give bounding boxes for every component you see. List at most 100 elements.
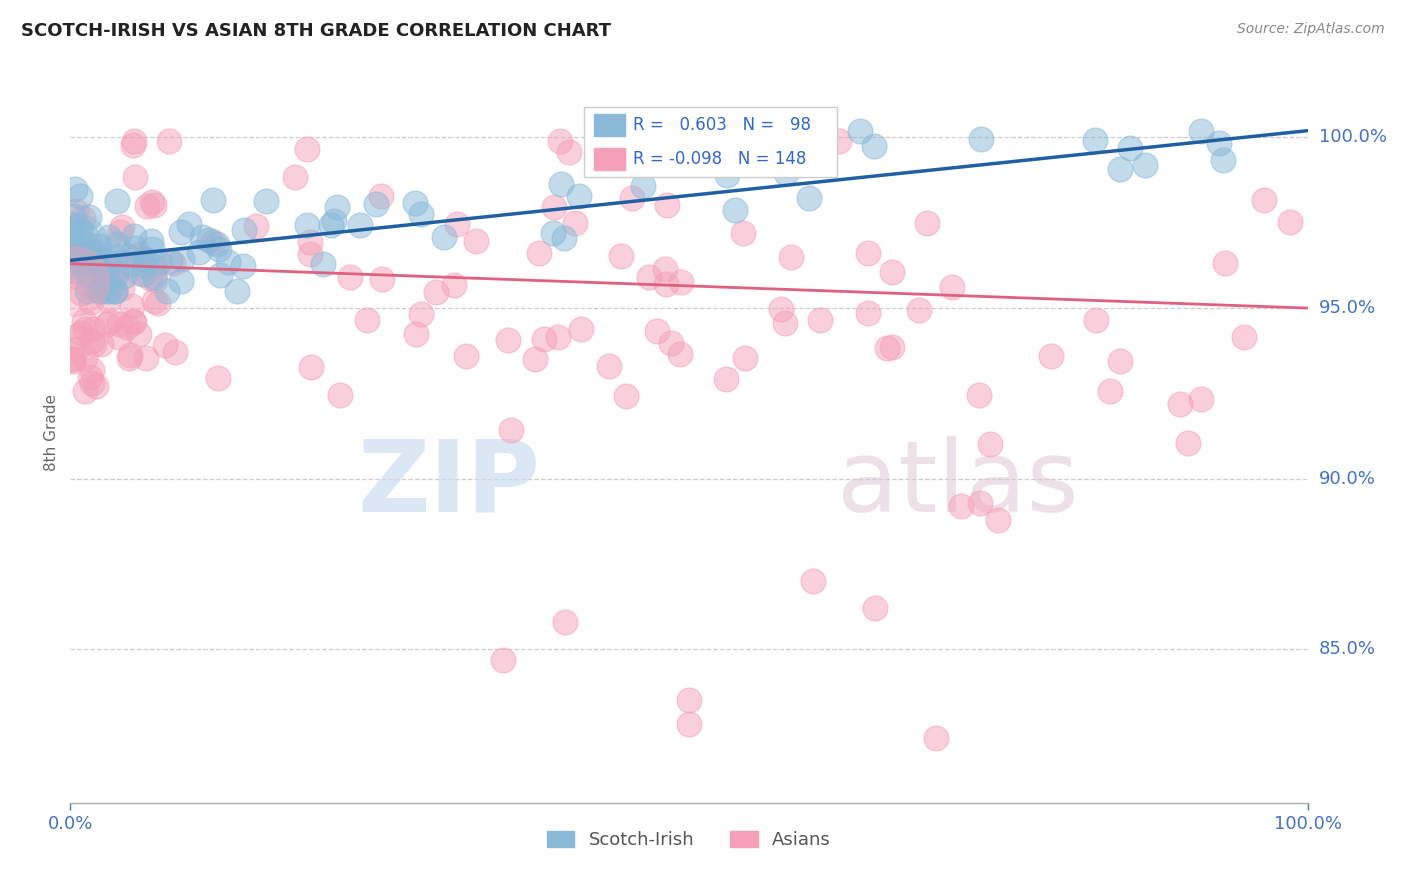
Point: [863, 601, 886, 615]
Point: [77, 267, 100, 281]
Point: [105, 194, 128, 208]
Point: [669, 347, 692, 361]
Point: [75, 227, 97, 241]
Point: [284, 170, 307, 185]
Point: [97, 293, 120, 307]
Point: [339, 270, 361, 285]
Point: [775, 144, 797, 158]
Point: [1212, 153, 1234, 168]
Point: [115, 319, 138, 334]
Point: [82, 321, 104, 335]
Point: [880, 340, 903, 354]
Point: [127, 247, 149, 261]
Point: [319, 218, 342, 232]
Point: [145, 273, 167, 287]
Point: [90, 337, 112, 351]
Text: SCOTCH-IRISH VS ASIAN 8TH GRADE CORRELATION CHART: SCOTCH-IRISH VS ASIAN 8TH GRADE CORRELAT…: [21, 22, 612, 40]
Point: [122, 137, 145, 152]
Point: [987, 513, 1010, 527]
Point: [121, 313, 143, 327]
Point: [69, 244, 91, 259]
Point: [165, 345, 187, 359]
Point: [1133, 158, 1156, 172]
Point: [568, 188, 591, 202]
Point: [716, 168, 738, 182]
Point: [678, 717, 700, 731]
Point: [139, 271, 162, 285]
Point: [217, 254, 239, 268]
Point: [780, 250, 803, 264]
Point: [541, 226, 564, 240]
Point: [645, 324, 668, 338]
Point: [298, 246, 321, 260]
Point: [62, 243, 84, 257]
Point: [142, 294, 165, 309]
Point: [141, 195, 163, 210]
Point: [60, 243, 83, 257]
Point: [62, 352, 84, 367]
Point: [62, 354, 84, 368]
Point: [654, 261, 676, 276]
Point: [122, 229, 145, 244]
Point: [73, 384, 96, 398]
Point: [118, 348, 141, 362]
Point: [62, 209, 84, 223]
Point: [80, 376, 103, 390]
Point: [734, 351, 756, 365]
Point: [801, 574, 824, 588]
Point: [405, 327, 427, 342]
Point: [60, 225, 83, 239]
Point: [155, 338, 177, 352]
Point: [547, 329, 569, 343]
Point: [135, 351, 157, 365]
Point: [188, 245, 211, 260]
Point: [941, 280, 963, 294]
Point: [370, 188, 392, 202]
Point: [201, 193, 224, 207]
Point: [849, 123, 872, 137]
Point: [492, 652, 515, 666]
Text: 90.0%: 90.0%: [1319, 470, 1375, 488]
Point: [87, 238, 110, 252]
Point: [139, 235, 162, 249]
Text: R = -0.098   N = 148: R = -0.098 N = 148: [633, 150, 807, 168]
Point: [118, 351, 141, 365]
Point: [529, 246, 551, 260]
Point: [134, 258, 156, 272]
Text: 95.0%: 95.0%: [1319, 299, 1376, 317]
Point: [433, 230, 456, 244]
Point: [132, 268, 155, 282]
Point: [77, 210, 100, 224]
Point: [553, 230, 575, 244]
Point: [1119, 141, 1142, 155]
Point: [83, 336, 105, 351]
Point: [84, 250, 107, 264]
Point: [371, 272, 394, 286]
Point: [69, 246, 91, 260]
Point: [967, 388, 990, 402]
Point: [425, 285, 447, 299]
Point: [108, 330, 131, 344]
Point: [614, 389, 637, 403]
Point: [60, 351, 83, 366]
Point: [65, 204, 87, 219]
Point: [770, 301, 793, 316]
Point: [69, 189, 91, 203]
Point: [65, 329, 87, 343]
Text: atlas: atlas: [838, 436, 1078, 533]
Point: [148, 255, 170, 269]
Point: [62, 240, 84, 254]
Point: [124, 241, 146, 255]
Point: [1099, 384, 1122, 399]
Point: [298, 235, 321, 249]
Point: [207, 236, 229, 251]
Point: [499, 423, 522, 437]
Point: [65, 182, 87, 196]
Point: [96, 261, 118, 276]
Point: [523, 352, 546, 367]
Point: [110, 281, 132, 295]
Point: [908, 302, 931, 317]
Point: [94, 268, 117, 282]
Point: [79, 246, 101, 260]
Point: [76, 248, 98, 262]
